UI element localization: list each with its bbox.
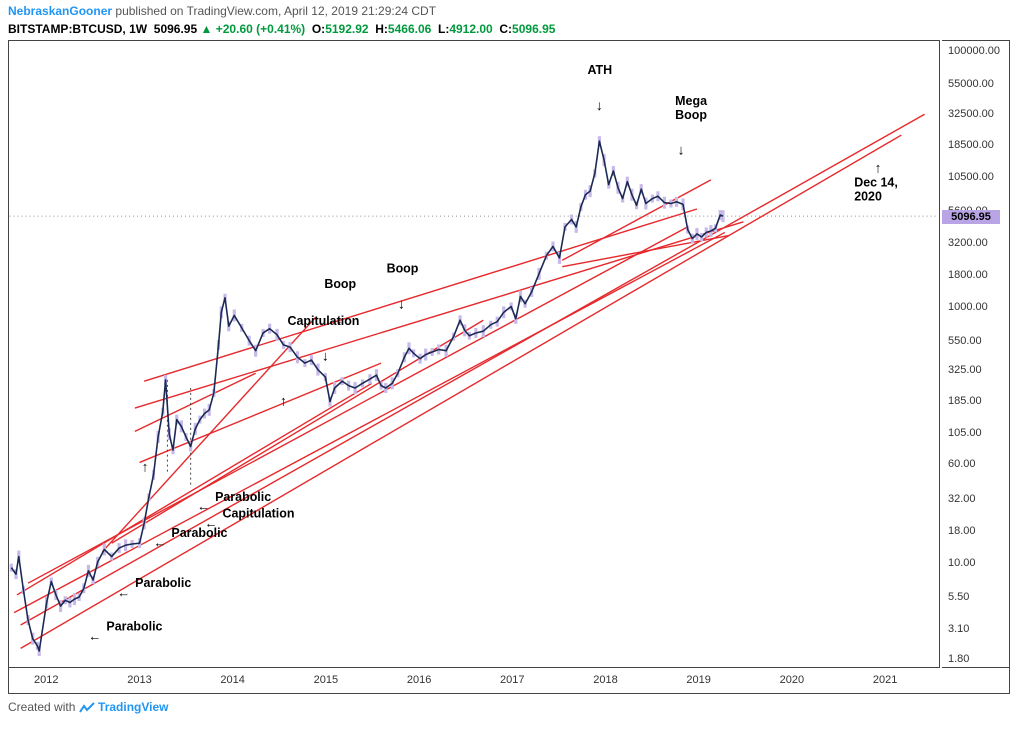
x-tick: 2015	[314, 674, 338, 686]
symbol-text: BITSTAMP:BTCUSD, 1W	[8, 22, 147, 36]
svg-text:Mega: Mega	[675, 94, 707, 108]
x-tick: 2020	[780, 674, 804, 686]
h-val: 5466.06	[388, 22, 431, 36]
price-chart[interactable]: ←Parabolic←Parabolic←Parabolic←Parabolic…	[8, 40, 940, 668]
published-text: published on TradingView.com, April 12, …	[115, 4, 436, 18]
y-tick: 1.80	[948, 653, 969, 665]
svg-text:↓: ↓	[596, 97, 603, 113]
svg-text:Capitulation: Capitulation	[287, 314, 359, 328]
svg-text:↓: ↓	[398, 295, 405, 311]
x-tick: 2014	[220, 674, 244, 686]
svg-text:←: ←	[88, 628, 101, 643]
y-tick: 55000.00	[948, 78, 994, 90]
y-tick: 32.00	[948, 493, 976, 505]
l-val: 4912.00	[449, 22, 492, 36]
c-label: C:	[499, 22, 512, 36]
y-tick: 3.10	[948, 623, 969, 635]
svg-text:↑: ↑	[875, 160, 882, 176]
x-tick: 2012	[34, 674, 58, 686]
svg-text:↓: ↓	[336, 311, 343, 327]
y-tick: 1800.00	[948, 269, 988, 281]
y-tick: 18500.00	[948, 139, 994, 151]
l-label: L:	[438, 22, 449, 36]
y-tick: 5.50	[948, 591, 969, 603]
y-tick: 3200.00	[948, 237, 988, 249]
c-val: 5096.95	[512, 22, 555, 36]
y-tick: 1000.00	[948, 301, 988, 313]
svg-text:Boop: Boop	[324, 277, 356, 291]
chart-footer: Created with TradingView	[8, 700, 169, 714]
up-triangle-icon: ▲	[201, 22, 213, 36]
y-current-price-badge: 5096.95	[942, 210, 1000, 224]
svg-text:Parabolic: Parabolic	[215, 490, 271, 504]
svg-text:Boop: Boop	[675, 108, 707, 122]
svg-text:Parabolic: Parabolic	[135, 576, 191, 590]
svg-text:Boop: Boop	[387, 262, 419, 276]
x-tick: 2019	[686, 674, 710, 686]
svg-text:↓: ↓	[678, 142, 685, 158]
x-tick: 2021	[873, 674, 897, 686]
svg-text:2020: 2020	[854, 190, 882, 204]
y-tick: 550.00	[948, 335, 982, 347]
author-name: NebraskanGooner	[8, 4, 112, 18]
y-tick: 10.00	[948, 557, 976, 569]
x-tick: 2016	[407, 674, 431, 686]
footer-prefix: Created with	[8, 700, 79, 714]
chart-svg: ←Parabolic←Parabolic←Parabolic←Parabolic…	[9, 41, 939, 667]
y-tick: 105.00	[948, 427, 982, 439]
y-axis[interactable]: 1.80 3.10 5.50 10.00 18.00 32.00 60.00 105.00 18…	[942, 40, 1010, 668]
x-tick: 2017	[500, 674, 524, 686]
svg-text:ATH: ATH	[587, 63, 612, 77]
symbol-ohlc-row: BITSTAMP:BTCUSD, 1W 5096.95 ▲ +20.60 (+0…	[8, 22, 555, 36]
o-label: O:	[312, 22, 325, 36]
change-pct: (+0.41%)	[256, 22, 305, 36]
last-price: 5096.95	[154, 22, 197, 36]
y-tick: 325.00	[948, 364, 982, 376]
svg-text:←: ←	[117, 585, 130, 600]
y-tick: 100000.00	[948, 45, 1000, 57]
tradingview-logo-icon	[79, 702, 95, 714]
y-tick: 60.00	[948, 458, 976, 470]
x-axis[interactable]: 2012 2013 2014 2015 2016 2017 2018 2019 2020 2021	[8, 668, 1010, 694]
svg-text:←: ←	[197, 499, 210, 514]
change: +20.60	[216, 22, 253, 36]
svg-text:↑: ↑	[280, 393, 287, 409]
svg-text:Parabolic: Parabolic	[171, 526, 227, 540]
y-tick: 185.00	[948, 395, 982, 407]
svg-text:Capitulation: Capitulation	[223, 506, 295, 520]
chart-attribution: NebraskanGooner published on TradingView…	[8, 4, 436, 18]
o-val: 5192.92	[325, 22, 368, 36]
y-tick: 10500.00	[948, 171, 994, 183]
svg-text:↓: ↓	[322, 348, 329, 364]
svg-text:←: ←	[205, 515, 218, 530]
y-tick: 18.00	[948, 525, 976, 537]
svg-text:Parabolic: Parabolic	[106, 620, 162, 634]
y-tick: 32500.00	[948, 108, 994, 120]
h-label: H:	[375, 22, 388, 36]
footer-brand: TradingView	[98, 700, 168, 714]
x-tick: 2013	[127, 674, 151, 686]
x-tick: 2018	[593, 674, 617, 686]
svg-text:←: ←	[153, 535, 166, 550]
svg-text:Dec 14,: Dec 14,	[854, 176, 898, 190]
svg-text:↑: ↑	[142, 458, 149, 474]
